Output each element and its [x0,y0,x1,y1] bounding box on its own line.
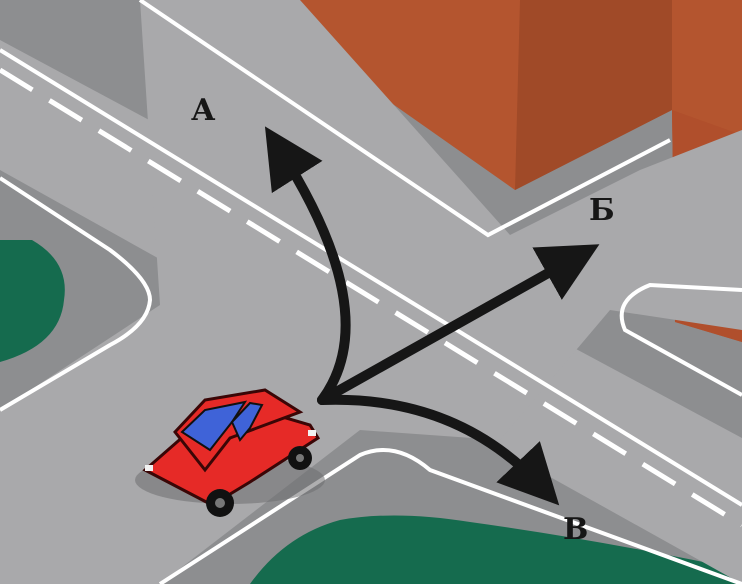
curb-line-bottom [158,448,742,584]
route-label-v: В [563,512,589,547]
route-label-a: А [191,93,216,128]
route-label-b: Б [589,193,615,228]
lane-line-solid [0,48,742,507]
arrow-route-a [264,126,351,405]
lawn-left [0,240,65,362]
red-car [135,388,325,517]
curb-line-right [619,282,742,397]
building-brick-face [515,0,672,190]
arrow-route-b [317,244,600,405]
curb-line-top [138,0,671,238]
curb-line-left [0,176,153,412]
lawn-bottom [250,515,742,584]
arrow-route-v [317,394,560,506]
lane-line-dashed [0,67,742,528]
